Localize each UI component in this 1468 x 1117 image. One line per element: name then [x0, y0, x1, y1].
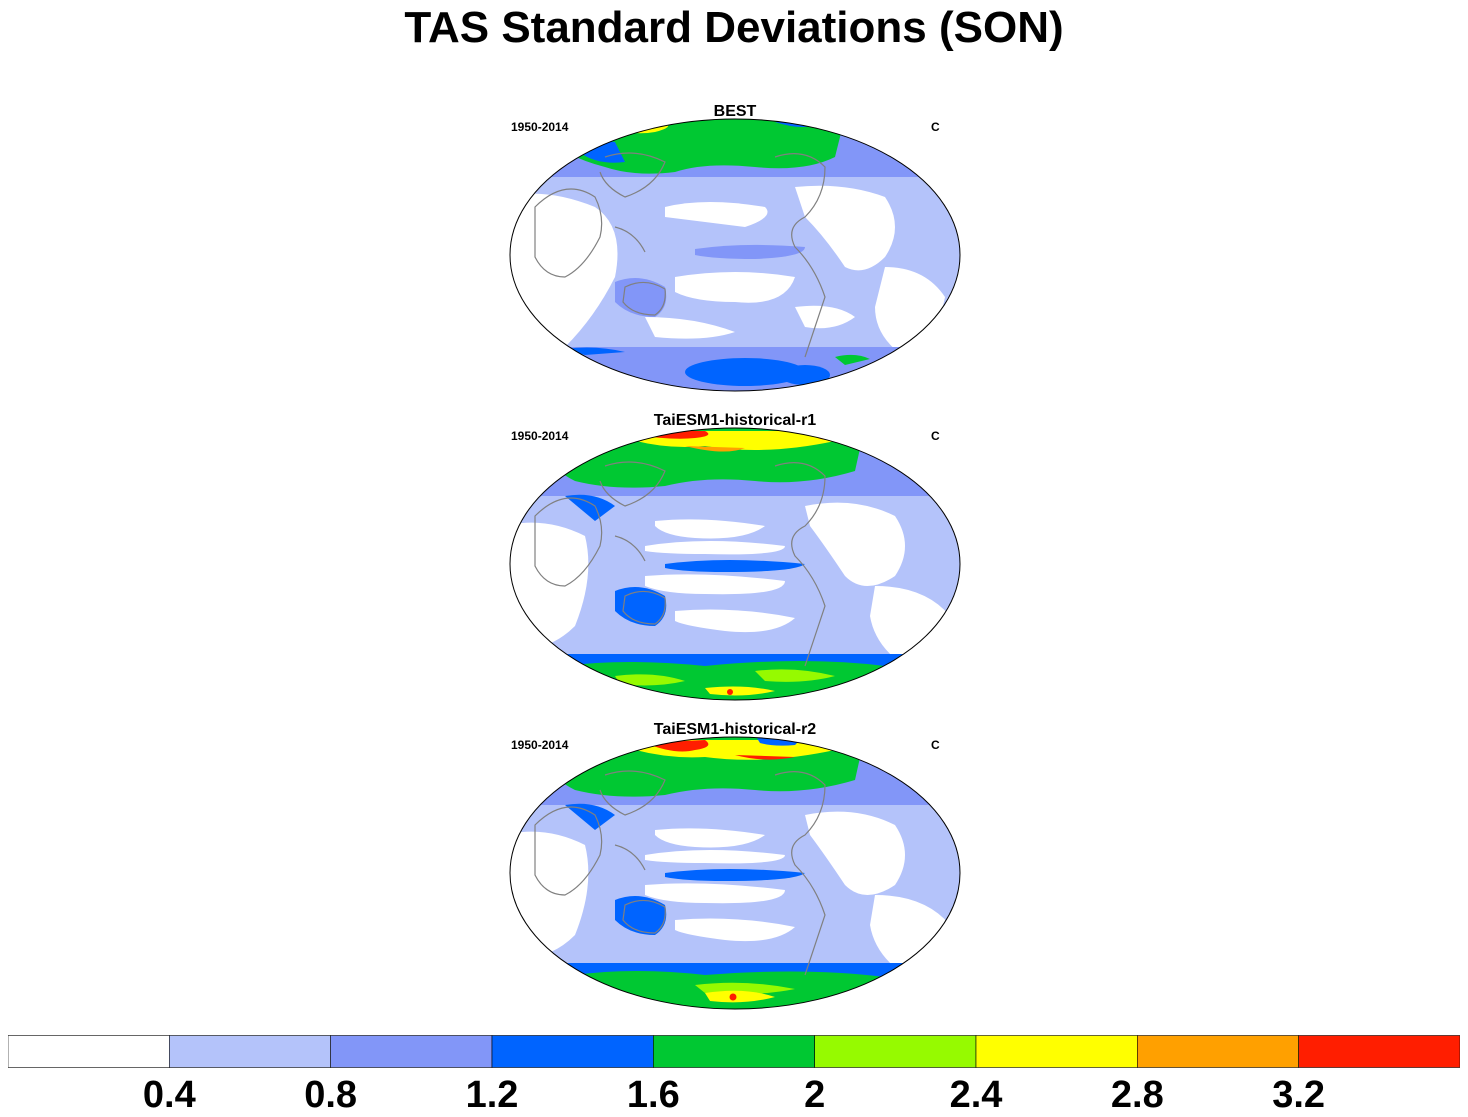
colorbar-tick-label: 2.8: [1110, 1074, 1164, 1116]
colorbar-box: [1137, 1035, 1299, 1068]
robinson-map: [509, 118, 961, 392]
panel-period: 1950-2014: [511, 120, 569, 134]
colorbar-box: [975, 1035, 1138, 1068]
colorbar-tick-label: 3.2: [1272, 1074, 1326, 1116]
colorbar-box: [814, 1035, 977, 1068]
robinson-map: [509, 427, 961, 701]
map-panel-r2: TaiESM1-historical-r2 1950-2014 C: [505, 721, 965, 1035]
panel-unit: C: [931, 738, 940, 752]
colorbar-tick-label: 1.6: [626, 1074, 680, 1116]
panel-unit: C: [931, 120, 940, 134]
colorbar-tick-label: 0.4: [142, 1074, 196, 1116]
colorbar-box: [653, 1035, 815, 1068]
robinson-map: [509, 736, 961, 1010]
colorbar-tick-label: 2: [804, 1074, 826, 1116]
colorbar-box: [330, 1035, 493, 1068]
colorbar-box: [8, 1035, 170, 1068]
colorbar-boxes: [8, 1035, 1460, 1068]
colorbar-box: [169, 1035, 331, 1068]
colorbar-tick-label: 2.4: [949, 1074, 1003, 1116]
colorbar-tick-label: 0.8: [304, 1074, 358, 1116]
figure-title: TAS Standard Deviations (SON): [404, 3, 1064, 52]
colorbar-tick-label: 1.2: [465, 1074, 519, 1116]
colorbar-box: [1298, 1035, 1460, 1068]
panel-title: TaiESM1-historical-r1: [653, 412, 817, 429]
panel-period: 1950-2014: [511, 429, 569, 443]
panel-title: TaiESM1-historical-r2: [653, 721, 817, 738]
panel-title: BEST: [713, 103, 757, 120]
panel-period: 1950-2014: [511, 738, 569, 752]
colorbar-box: [491, 1035, 654, 1068]
map-panel-best: BEST 1950-2014 C: [505, 103, 965, 417]
colorbar: [8, 1035, 1460, 1068]
panel-unit: C: [931, 429, 940, 443]
map-panel-r1: TaiESM1-historical-r1 1950-2014 C: [505, 412, 965, 726]
